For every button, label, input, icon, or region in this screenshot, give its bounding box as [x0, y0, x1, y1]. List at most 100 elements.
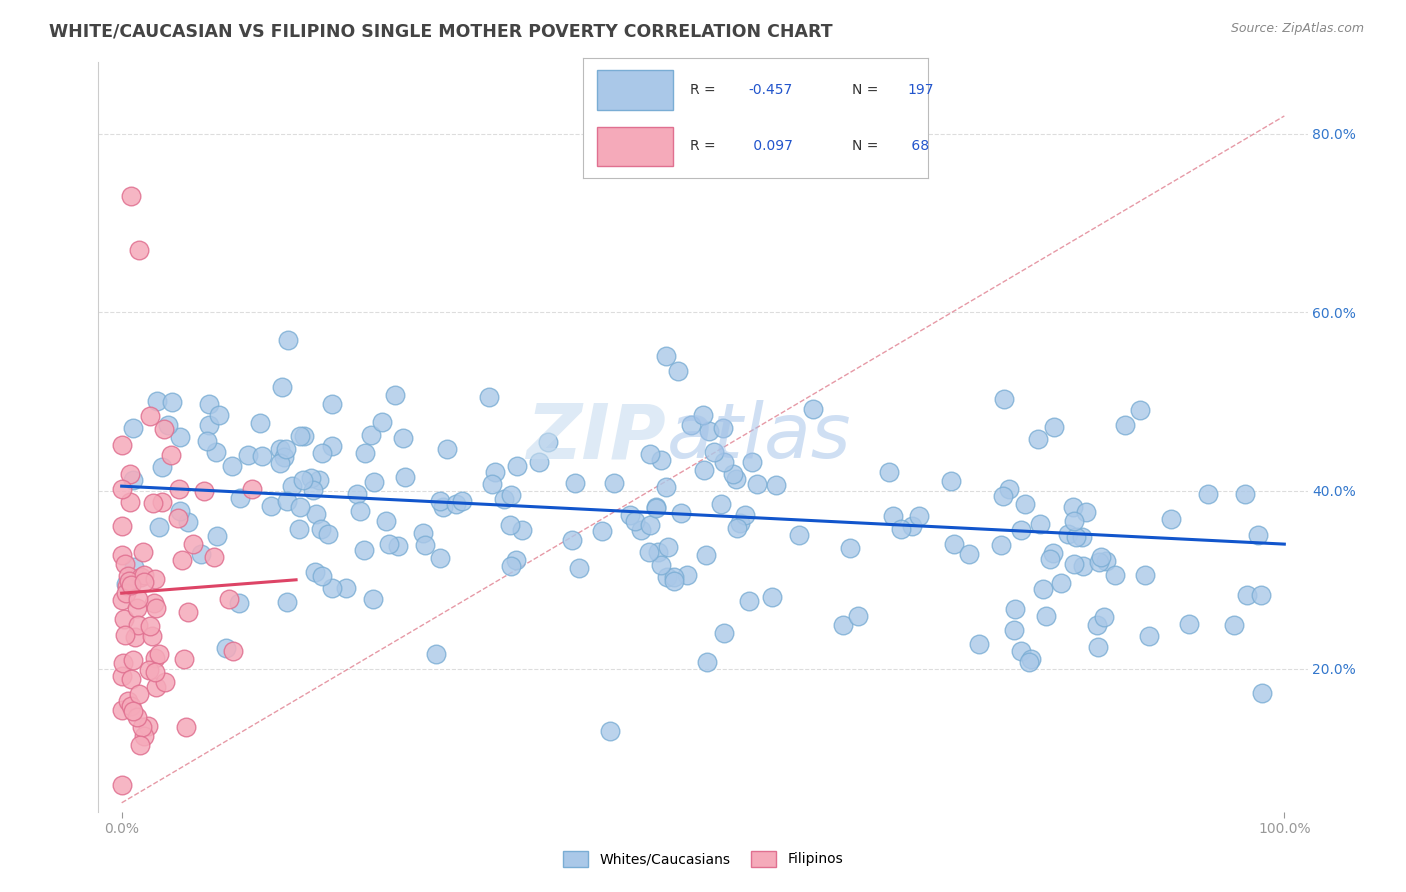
- Point: [120, 189, 142, 203]
- Point: [413, 538, 436, 552]
- Point: [288, 522, 311, 536]
- Point: [1250, 686, 1272, 700]
- Point: [112, 611, 135, 625]
- Point: [969, 637, 991, 651]
- Point: [177, 605, 200, 619]
- Point: [1223, 617, 1246, 632]
- Text: 0.097: 0.097: [749, 139, 793, 153]
- Point: [198, 397, 221, 411]
- Point: [1092, 610, 1115, 624]
- Point: [591, 524, 613, 539]
- Point: [277, 333, 299, 347]
- Point: [273, 450, 295, 465]
- Point: [145, 600, 167, 615]
- Point: [249, 416, 271, 430]
- Point: [141, 629, 163, 643]
- Point: [1085, 617, 1108, 632]
- Point: [167, 482, 190, 496]
- Point: [1010, 644, 1032, 658]
- Point: [118, 574, 141, 589]
- Point: [335, 581, 357, 595]
- Point: [148, 647, 170, 661]
- Point: [650, 452, 672, 467]
- Point: [311, 569, 333, 583]
- Point: [630, 523, 652, 537]
- Point: [394, 469, 416, 483]
- Point: [713, 625, 735, 640]
- Point: [111, 703, 134, 717]
- Point: [353, 445, 375, 459]
- Point: [1133, 568, 1156, 582]
- Point: [787, 528, 810, 542]
- Point: [1114, 417, 1136, 432]
- Point: [292, 429, 315, 443]
- Point: [801, 401, 824, 416]
- Point: [193, 483, 215, 498]
- Point: [839, 541, 862, 556]
- Point: [375, 514, 398, 528]
- Point: [1029, 516, 1052, 531]
- Point: [207, 528, 229, 542]
- Point: [387, 539, 409, 553]
- Point: [111, 549, 134, 563]
- Point: [943, 536, 966, 550]
- Point: [703, 445, 725, 459]
- Point: [138, 663, 160, 677]
- Point: [451, 494, 474, 508]
- Bar: [598, 70, 673, 110]
- Point: [494, 492, 516, 507]
- Point: [724, 472, 747, 486]
- Text: 197: 197: [907, 83, 934, 97]
- Point: [117, 693, 139, 707]
- Point: [229, 491, 252, 506]
- Point: [111, 483, 134, 497]
- Point: [901, 519, 924, 533]
- Point: [1087, 555, 1109, 569]
- Point: [481, 476, 503, 491]
- Point: [122, 560, 145, 574]
- Point: [1050, 576, 1073, 591]
- Point: [346, 487, 368, 501]
- Point: [747, 477, 769, 491]
- Point: [128, 688, 150, 702]
- Point: [125, 601, 148, 615]
- Point: [152, 422, 174, 436]
- Point: [710, 497, 733, 511]
- Point: [305, 508, 328, 522]
- Point: [288, 500, 311, 514]
- Point: [169, 430, 191, 444]
- Point: [882, 508, 904, 523]
- Point: [145, 680, 167, 694]
- Point: [1247, 528, 1270, 542]
- Point: [321, 582, 343, 596]
- Point: [114, 628, 136, 642]
- Point: [637, 545, 659, 559]
- Point: [1019, 652, 1042, 666]
- Point: [655, 570, 678, 584]
- Point: [1056, 527, 1078, 541]
- Point: [134, 575, 156, 590]
- Legend: Whites/Caucasians, Filipinos: Whites/Caucasians, Filipinos: [558, 845, 848, 872]
- Point: [671, 506, 693, 520]
- Point: [215, 641, 238, 656]
- Point: [1095, 554, 1118, 568]
- Point: [143, 650, 166, 665]
- Text: -0.457: -0.457: [749, 83, 793, 97]
- Point: [889, 522, 911, 536]
- Point: [316, 527, 339, 541]
- Text: R =: R =: [690, 139, 720, 153]
- Point: [991, 489, 1014, 503]
- Point: [619, 508, 641, 523]
- Point: [269, 456, 291, 470]
- Point: [207, 408, 229, 422]
- Point: [1042, 420, 1064, 434]
- Point: [127, 617, 149, 632]
- Point: [1042, 546, 1064, 560]
- Point: [198, 417, 221, 432]
- Point: [484, 465, 506, 479]
- Point: [236, 448, 259, 462]
- Point: [730, 516, 752, 530]
- Point: [655, 480, 678, 494]
- Point: [131, 720, 153, 734]
- Point: [122, 421, 145, 435]
